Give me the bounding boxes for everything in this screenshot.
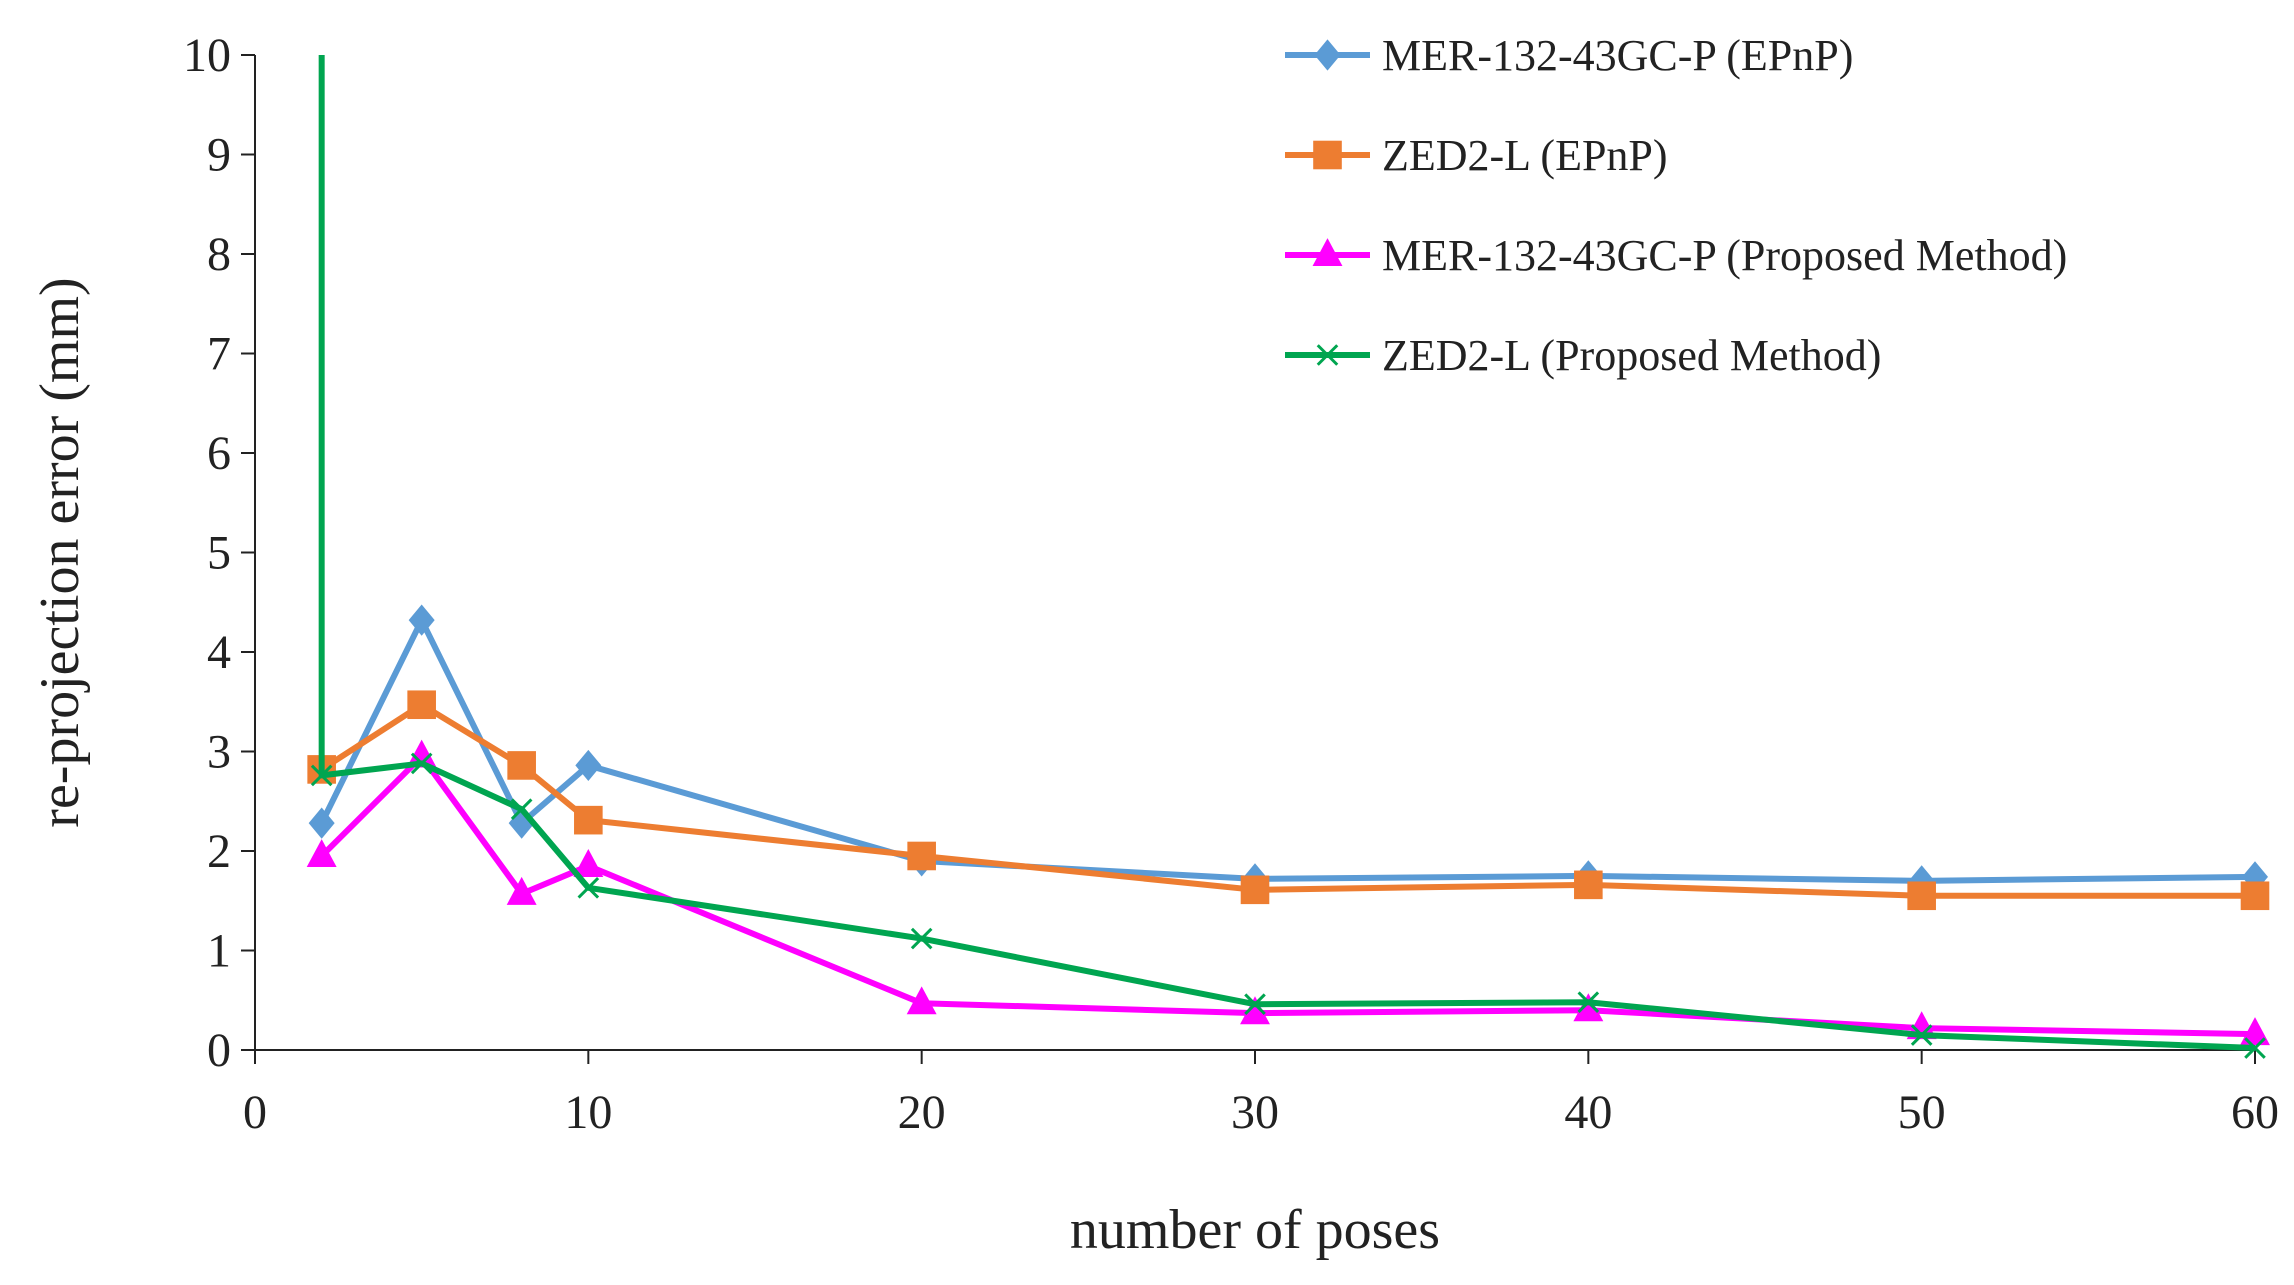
x-marker (1316, 344, 1339, 366)
legend-label: ZED2-L (EPnP) (1382, 131, 1668, 180)
y-axis-title: re-projection error (mm) (29, 277, 91, 827)
series-line (320, 701, 2255, 899)
x-marker (910, 927, 933, 950)
diamond-marker (308, 807, 335, 839)
x-tick-label: 20 (898, 1086, 946, 1139)
x-marker-stroke (1577, 991, 1600, 1014)
diamond-marker (408, 604, 435, 636)
square-marker (2240, 881, 2270, 911)
y-tick-label: 3 (207, 726, 231, 779)
y-tick-label: 10 (183, 29, 231, 82)
legend-item: MER-132-43GC-P (Proposed Method) (1285, 231, 2067, 280)
x-marker-stroke (910, 927, 933, 950)
triangle-marker (2240, 1017, 2270, 1046)
x-tick-label: 60 (2231, 1086, 2279, 1139)
y-tick-label: 2 (207, 825, 231, 878)
series-0 (308, 604, 2268, 897)
x-marker (1910, 1024, 1933, 1046)
x-marker (410, 752, 433, 775)
series-layer (306, 55, 2270, 1059)
square-marker (907, 841, 936, 871)
x-marker-stroke (310, 764, 333, 787)
legend-item: ZED2-L (EPnP) (1285, 131, 1668, 180)
legend-item: MER-132-43GC-P (EPnP) (1285, 31, 1853, 80)
diamond-marker (575, 749, 602, 782)
square-marker (574, 805, 603, 835)
square-marker (1313, 140, 1342, 170)
square-marker (507, 751, 536, 780)
legend-label: MER-132-43GC-P (Proposed Method) (1382, 231, 2067, 280)
x-tick-label: 30 (1231, 1086, 1279, 1139)
triangle-marker (506, 876, 537, 905)
diamond-marker (1908, 865, 1935, 897)
x-tick-label: 50 (1898, 1086, 1946, 1139)
x-marker-stroke (577, 877, 600, 899)
legend-label: ZED2-L (Proposed Method) (1382, 331, 1881, 380)
x-marker-stroke (2244, 1037, 2266, 1059)
legend: MER-132-43GC-P (EPnP) ZED2-L (EPnP) MER-13… (1285, 31, 2067, 380)
legend-item: ZED2-L (Proposed Method) (1285, 331, 1881, 380)
series-3 (310, 55, 2266, 1059)
axes: 0 1 2 3 4 5 6 7 8 9 10 0 10 20 30 40 50 60 (183, 29, 2279, 1139)
triangle-marker (406, 739, 437, 768)
y-tick-label: 1 (207, 925, 231, 978)
triangle-marker (1573, 993, 1604, 1022)
triangle-marker (573, 849, 604, 877)
x-marker-stroke (1910, 1024, 1933, 1046)
x-marker (310, 764, 333, 787)
x-marker-stroke (1316, 344, 1339, 366)
square-marker (1240, 875, 1270, 905)
y-tick-label: 4 (207, 626, 231, 679)
x-marker-stroke (1244, 993, 1266, 1016)
y-tick-label: 0 (207, 1024, 231, 1077)
triangle-marker (906, 986, 937, 1015)
x-marker (510, 798, 533, 821)
series-line (318, 617, 2256, 884)
triangle-marker (306, 839, 337, 868)
x-tick-label: 0 (243, 1086, 267, 1139)
y-tick-label: 7 (207, 328, 231, 381)
y-tick-label: 5 (207, 527, 231, 580)
square-marker (1907, 881, 1936, 911)
x-marker (2244, 1037, 2266, 1059)
legend-label: MER-132-43GC-P (EPnP) (1382, 31, 1853, 80)
x-tick-label: 10 (564, 1086, 612, 1139)
x-marker (1244, 993, 1266, 1016)
triangle-marker (1312, 238, 1343, 267)
diamond-marker (1314, 39, 1341, 71)
diamond-marker (508, 807, 535, 839)
x-marker (1577, 991, 1600, 1014)
y-tick-label: 8 (207, 228, 231, 281)
x-tick-label: 40 (1564, 1086, 1612, 1139)
series-line (318, 55, 2256, 1052)
x-axis-title: number of poses (1070, 1199, 1440, 1261)
x-marker-stroke (410, 752, 433, 775)
x-marker (577, 877, 600, 899)
y-tick-label: 6 (207, 427, 231, 480)
y-tick-label: 9 (207, 129, 231, 182)
triangle-marker (1240, 996, 1270, 1025)
square-marker (407, 690, 436, 720)
square-marker (1574, 870, 1603, 900)
x-marker-stroke (510, 798, 533, 821)
